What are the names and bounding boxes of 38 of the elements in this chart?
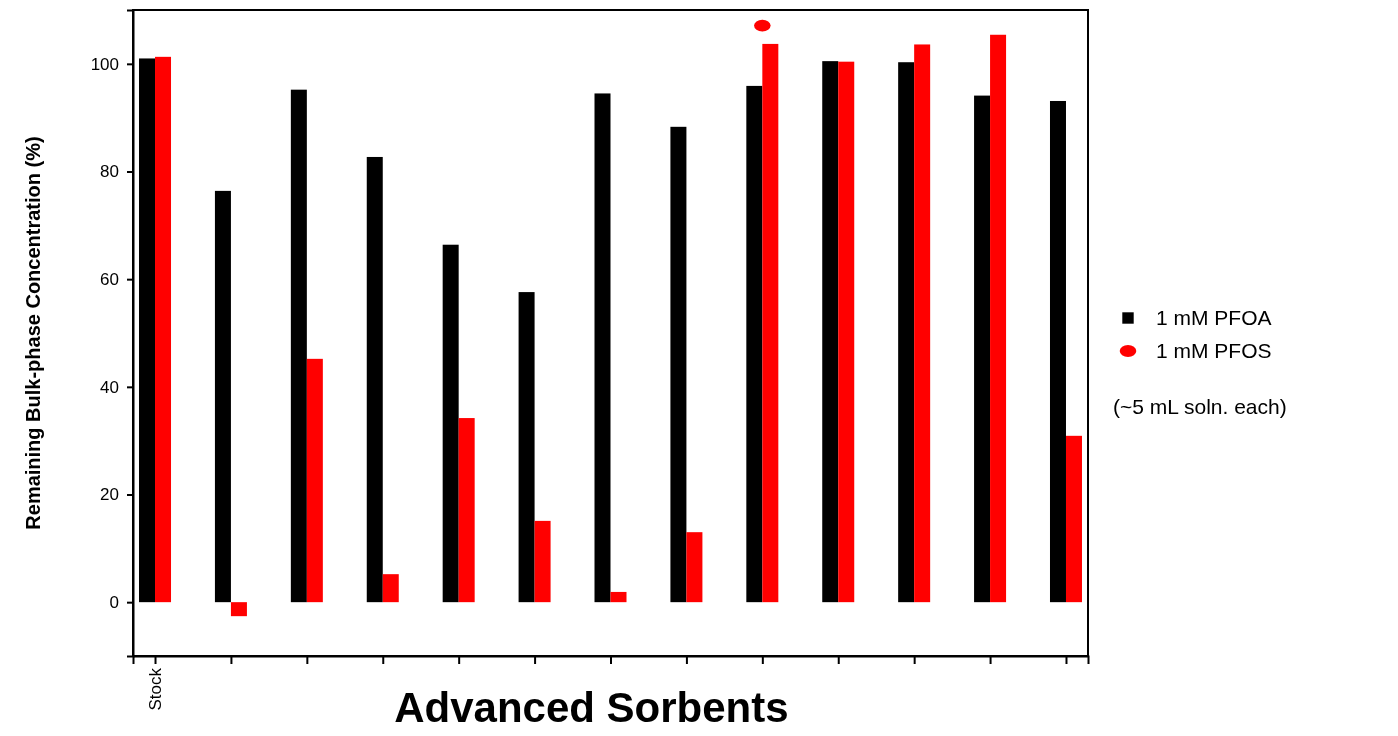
bar [610,591,627,603]
bar [214,190,231,603]
y-tick-label: 40 [100,377,119,397]
bar [914,44,931,603]
bar [822,61,839,603]
bar [1049,100,1066,603]
bar [898,62,915,603]
bar [594,93,611,603]
bar [762,43,779,603]
x-tick-label: Stock [146,667,166,711]
y-tick-label: 80 [100,162,119,182]
bar [534,520,551,603]
bar [670,126,687,603]
bar [382,574,399,603]
bar [838,61,855,603]
y-tick-label: 0 [109,593,119,613]
y-tick-label: 60 [100,270,119,290]
y-tick-label: 20 [100,485,119,505]
bar [974,95,991,603]
bar [990,34,1007,603]
bar [155,56,172,603]
x-axis-title: Advanced Sorbents [394,684,789,731]
bar [686,532,703,603]
text: (~5 mL soln. each) [1113,395,1287,418]
bar [366,156,383,603]
y-tick-label: 100 [90,54,119,74]
bar [1065,435,1082,603]
legend-label: 1 mM PFOA [1156,306,1272,329]
y-axis-title: Remaining Bulk-phase Concentration (%) [22,136,44,530]
bar [306,358,323,603]
bar [518,292,535,603]
legend-label: 1 mM PFOS [1156,339,1272,362]
bar [746,85,763,603]
bar [290,89,307,603]
bar [139,58,156,603]
bar [230,602,247,617]
bar [458,418,475,603]
bar [442,244,459,603]
